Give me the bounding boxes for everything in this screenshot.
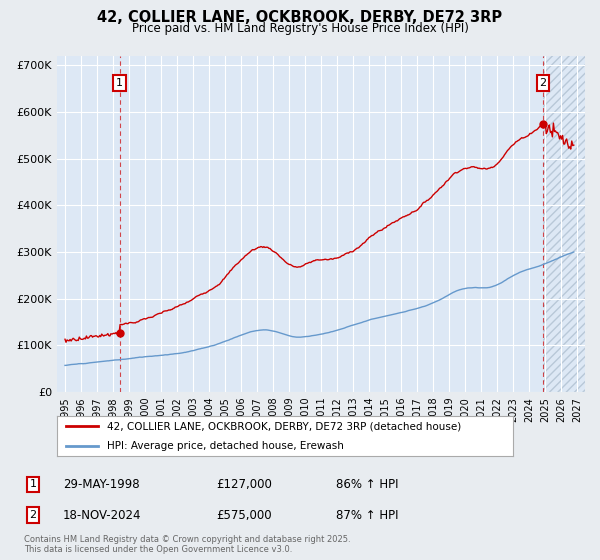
Text: Contains HM Land Registry data © Crown copyright and database right 2025.
This d: Contains HM Land Registry data © Crown c… <box>24 535 350 554</box>
Text: 29-MAY-1998: 29-MAY-1998 <box>63 478 140 491</box>
Text: 42, COLLIER LANE, OCKBROOK, DERBY, DE72 3RP (detached house): 42, COLLIER LANE, OCKBROOK, DERBY, DE72 … <box>107 421 461 431</box>
Text: 2: 2 <box>539 78 547 88</box>
Text: 2: 2 <box>29 510 37 520</box>
Text: 18-NOV-2024: 18-NOV-2024 <box>63 508 142 522</box>
Text: £575,000: £575,000 <box>216 508 272 522</box>
Text: 87% ↑ HPI: 87% ↑ HPI <box>336 508 398 522</box>
Text: HPI: Average price, detached house, Erewash: HPI: Average price, detached house, Erew… <box>107 441 344 451</box>
Text: £127,000: £127,000 <box>216 478 272 491</box>
Text: Price paid vs. HM Land Registry's House Price Index (HPI): Price paid vs. HM Land Registry's House … <box>131 22 469 35</box>
Text: 1: 1 <box>116 78 123 88</box>
Bar <box>543 56 585 392</box>
Text: 86% ↑ HPI: 86% ↑ HPI <box>336 478 398 491</box>
Text: 1: 1 <box>29 479 37 489</box>
Text: 42, COLLIER LANE, OCKBROOK, DERBY, DE72 3RP: 42, COLLIER LANE, OCKBROOK, DERBY, DE72 … <box>97 10 503 25</box>
